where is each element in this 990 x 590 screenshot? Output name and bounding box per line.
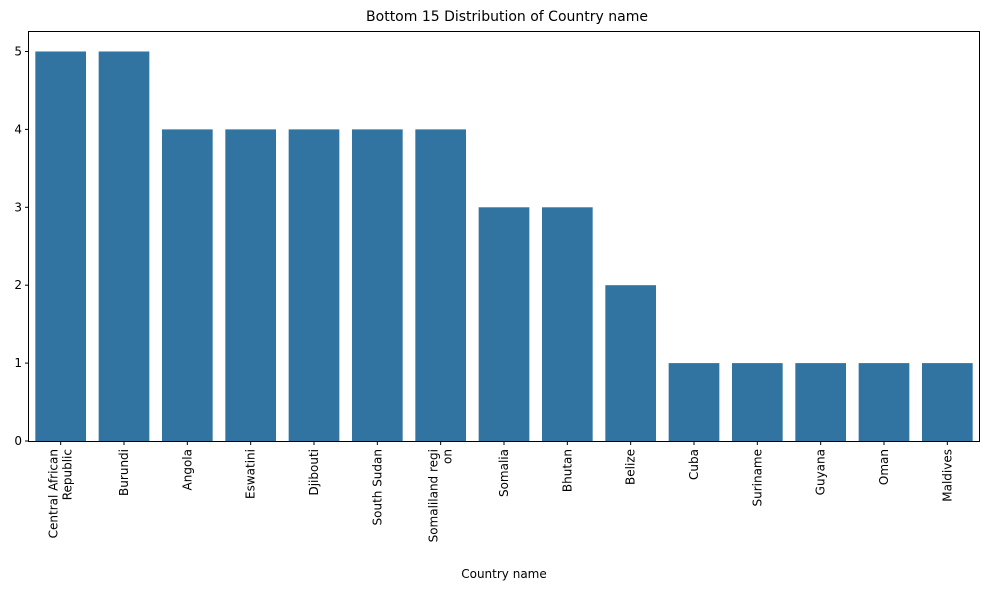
bar-3	[225, 129, 276, 441]
x-tick-label-7: Somalia	[497, 449, 511, 497]
bar-13	[858, 363, 910, 441]
x-axis-label: Country name	[461, 567, 547, 581]
bar-9	[605, 285, 656, 441]
plot-frame	[28, 31, 980, 442]
x-tick-label-6: Somaliland region	[427, 449, 455, 542]
bar-7	[478, 207, 530, 441]
y-tick-label-5: 5	[14, 44, 22, 58]
x-tick-label-8: Bhutan	[560, 449, 574, 492]
x-tick-label-12: Guyana	[814, 449, 828, 495]
x-tick-label-9: Belize	[624, 449, 638, 485]
x-tick-label-11: Suriname	[750, 449, 764, 507]
x-tick-label-4: Djibouti	[307, 449, 321, 496]
chart-title: Bottom 15 Distribution of Country name	[366, 9, 648, 25]
bar-14	[922, 363, 973, 441]
y-tick-label-0: 0	[14, 434, 22, 448]
y-tick-label-3: 3	[14, 200, 22, 214]
x-tick-label-14: Maldives	[940, 449, 954, 502]
x-axis: Central AfricanRepublic Burundi Angola Eswa…	[47, 441, 954, 542]
bar-4	[288, 129, 340, 441]
y-tick-label-1: 1	[14, 356, 22, 370]
y-axis: 0 1 2 3 4 5	[14, 44, 29, 448]
bar-0	[35, 51, 86, 441]
y-tick-label-2: 2	[14, 278, 22, 292]
x-tick-label-2: Angola	[180, 449, 194, 490]
bar-11	[732, 363, 783, 441]
bar-12	[795, 363, 846, 441]
x-tick-label-3: Eswatini	[244, 449, 258, 499]
bar-6	[415, 129, 466, 441]
x-tick-label-13: Oman	[877, 449, 891, 485]
bar-1	[98, 51, 150, 441]
x-tick-label-1: Burundi	[117, 449, 131, 496]
bar-10	[668, 363, 720, 441]
bar-8	[542, 207, 593, 441]
bar-2	[162, 129, 213, 441]
bars	[35, 51, 973, 441]
x-tick-label-0: Central AfricanRepublic	[47, 449, 75, 538]
x-tick-label-5: South Sudan	[370, 449, 384, 526]
bar-5	[352, 129, 403, 441]
y-tick-label-4: 4	[14, 122, 22, 136]
x-tick-label-10: Cuba	[687, 449, 701, 480]
